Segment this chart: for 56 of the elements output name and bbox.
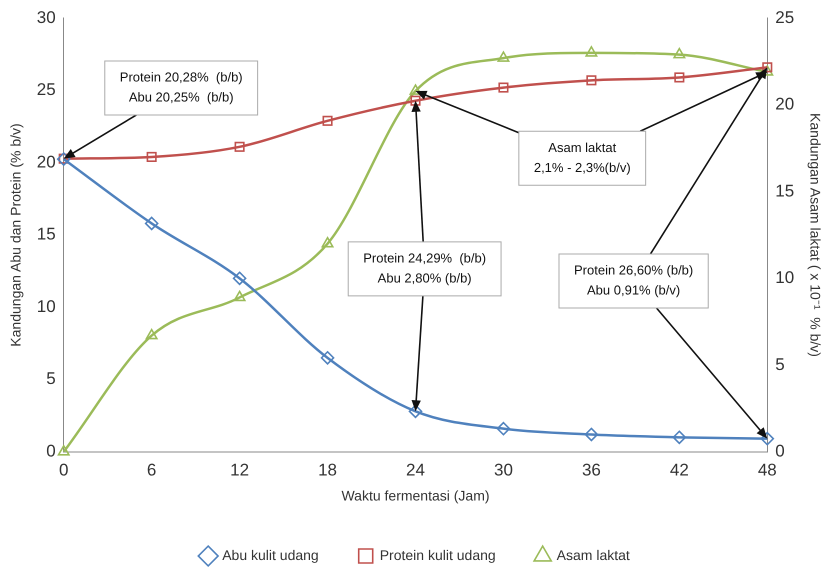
y-tick-label: 0 [46, 441, 56, 460]
point [234, 142, 245, 152]
annotation: Protein 20,28% (b/b) Abu 20,25% (b/b) [120, 70, 243, 105]
x-tick-label: 18 [318, 460, 338, 480]
point [410, 96, 421, 106]
y-tick-label: 25 [36, 80, 56, 100]
y2-tick-label: 0 [775, 441, 785, 460]
y2-tick-label: 5 [775, 354, 785, 374]
point [146, 152, 157, 162]
point [58, 445, 70, 456]
y-tick-label: 10 [36, 296, 56, 316]
legend-label: Protein kulit udang [380, 546, 496, 563]
point [762, 62, 772, 72]
point [232, 272, 246, 286]
y2-tick-label: 15 [775, 181, 794, 200]
point [760, 432, 774, 446]
point [144, 216, 158, 230]
point [672, 430, 686, 444]
x-tick-label: 48 [758, 460, 777, 480]
point [674, 72, 684, 82]
point [322, 236, 334, 248]
point [497, 51, 510, 62]
y2-tick-label: 10 [775, 268, 794, 288]
x-tick-label: 0 [58, 460, 68, 480]
x-tick-label: 36 [582, 460, 601, 480]
legend-label: Asam laktat [556, 546, 630, 563]
point [496, 422, 510, 436]
legend-label: Abu kulit udang [222, 546, 319, 563]
point [322, 116, 333, 126]
point [408, 404, 422, 418]
point [410, 84, 422, 95]
point [320, 351, 334, 365]
annotation: Protein 24,29% (b/b) Abu 2,80% (b/b) [363, 250, 486, 286]
y-tick-label: 30 [36, 8, 56, 27]
annotation: Asam laktat 2,1% - 2,3%(b/v) [534, 140, 631, 175]
x-tick-label: 12 [230, 460, 250, 480]
x-tick-label: 6 [146, 460, 156, 480]
y-tick-label: 15 [36, 224, 56, 244]
point [584, 428, 598, 442]
x-axis-title: Waktu fermentasi (Jam) [341, 487, 490, 504]
point [234, 290, 246, 302]
x-tick-label: 24 [406, 460, 425, 480]
y2-axis-title: Kandungan Asam laktat ( x 10⁻¹ % b/v) [808, 113, 824, 357]
y-tick-label: 5 [46, 369, 56, 388]
point [673, 48, 686, 58]
y2-tick-label: 20 [775, 94, 794, 114]
point [498, 82, 508, 93]
y2-tick-label: 25 [775, 8, 794, 27]
point [585, 46, 598, 57]
y-axis-title: Kandungan Abu dan Protein (% b/v) [7, 123, 24, 347]
point [586, 75, 596, 86]
x-tick-label: 30 [494, 460, 513, 480]
y-tick-label: 20 [36, 152, 56, 172]
annotation: Protein 26,60% (b/b) Abu 0,91% (b/v) [574, 262, 694, 298]
x-tick-label: 42 [670, 460, 689, 480]
point [146, 328, 158, 340]
